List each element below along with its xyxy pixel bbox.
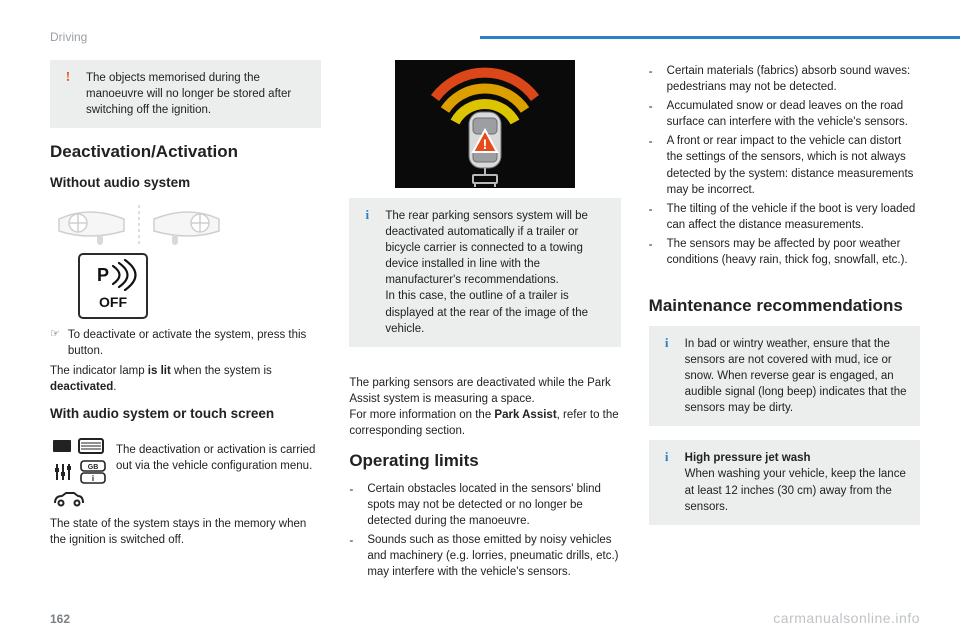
dash-icon: - [349, 481, 359, 529]
off-label: OFF [99, 294, 127, 310]
instruction-text: To deactivate or activate the system, pr… [68, 327, 321, 359]
limit-text: Accumulated snow or dead leaves on the r… [667, 98, 920, 130]
heading-with-audio: With audio system or touch screen [50, 405, 321, 424]
info-callout-weather: i In bad or wintry weather, ensure that … [649, 326, 920, 426]
list-item: -A front or rear impact to the vehicle c… [649, 133, 920, 197]
dash-illustration [54, 201, 224, 247]
info-callout-jetwash: i High pressure jet wash When washing yo… [649, 440, 920, 524]
warning-text: The objects memorised during the manoeuv… [86, 72, 291, 116]
info-icon: i [659, 448, 675, 466]
list-item: -Sounds such as those emitted by noisy v… [349, 532, 620, 580]
indicator-text: The indicator lamp is lit when the syste… [50, 363, 321, 395]
body-columns: ! The objects memorised during the manoe… [50, 60, 920, 584]
page-number: 162 [50, 612, 70, 626]
indicator-bold-1: is lit [148, 365, 171, 377]
limit-text: Certain obstacles located in the sensors… [367, 481, 620, 529]
heading-operating-limits: Operating limits [349, 449, 620, 473]
with-audio-text: The deactivation or activation is carrie… [116, 432, 321, 474]
memory-text: The state of the system stays in the mem… [50, 516, 321, 548]
indicator-pre: The indicator lamp [50, 365, 148, 377]
dash-icon: - [649, 98, 659, 130]
limit-text: A front or rear impact to the vehicle ca… [667, 133, 920, 197]
column-left: ! The objects memorised during the manoe… [50, 60, 321, 584]
column-middle: ! i The rear parking sensors system will… [349, 60, 620, 584]
info-icon: i [359, 206, 375, 224]
exclamation-icon: ! [60, 68, 76, 88]
limit-text: The sensors may be affected by poor weat… [667, 236, 920, 268]
park-assist-para: The parking sensors are deactivated whil… [349, 359, 620, 439]
with-audio-block: GB i The deactivation or activation is c… [50, 432, 321, 510]
dash-icon: - [649, 63, 659, 95]
car-icon [52, 490, 86, 508]
list-item: -The sensors may be affected by poor wea… [649, 236, 920, 268]
info-icon: i [659, 334, 675, 352]
jetwash-title: High pressure jet wash [685, 452, 811, 464]
heading-without-audio: Without audio system [50, 174, 321, 193]
instruction-bullet: ☞ To deactivate or activate the system, … [50, 327, 321, 359]
indicator-end: . [113, 381, 116, 393]
panel-icon [52, 439, 72, 453]
list-item: -Accumulated snow or dead leaves on the … [649, 98, 920, 130]
manual-page: Driving ! The objects memorised during t… [0, 0, 960, 640]
indicator-bold-2: deactivated [50, 381, 113, 393]
dash-icon: - [649, 201, 659, 233]
pointer-icon: ☞ [50, 327, 60, 359]
limit-text: Certain materials (fabrics) absorb sound… [667, 63, 920, 95]
sliders-icon [52, 462, 74, 482]
limit-text: The tilting of the vehicle if the boot i… [667, 201, 920, 233]
list-item: -Certain obstacles located in the sensor… [349, 481, 620, 529]
svg-text:!: ! [483, 136, 488, 152]
parking-sensor-illustration: ! [395, 60, 575, 188]
dash-icon: - [649, 236, 659, 268]
heading-deactivation: Deactivation/Activation [50, 140, 321, 164]
dash-icon: - [349, 532, 359, 580]
info-trailer-text: The rear parking sensors system will be … [385, 210, 588, 335]
list-item: -Certain materials (fabrics) absorb soun… [649, 63, 920, 95]
gb-menu-icon: GB i [80, 460, 106, 484]
sensor-off-button-icon: P OFF [78, 253, 148, 319]
heading-maintenance: Maintenance recommendations [649, 294, 920, 318]
jetwash-body: When washing your vehicle, keep the lanc… [685, 468, 906, 512]
info-weather-text: In bad or wintry weather, ensure that th… [685, 338, 907, 414]
pa-bold: Park Assist [494, 409, 556, 421]
svg-text:i: i [92, 474, 94, 483]
warning-callout: ! The objects memorised during the manoe… [50, 60, 321, 128]
watermark: carmanualsonline.info [773, 610, 920, 626]
screen-icon [78, 438, 104, 454]
header-rule [480, 36, 960, 39]
limit-text: Sounds such as those emitted by noisy ve… [367, 532, 620, 580]
info-callout-trailer: i The rear parking sensors system will b… [349, 198, 620, 347]
svg-text:GB: GB [88, 464, 99, 471]
section-label: Driving [50, 30, 87, 44]
column-right: -Certain materials (fabrics) absorb soun… [649, 60, 920, 584]
indicator-mid: when the system is [171, 365, 272, 377]
p-label: P [97, 265, 109, 285]
menu-icons: GB i [50, 432, 106, 510]
list-item: -The tilting of the vehicle if the boot … [649, 201, 920, 233]
dash-icon: - [649, 133, 659, 197]
